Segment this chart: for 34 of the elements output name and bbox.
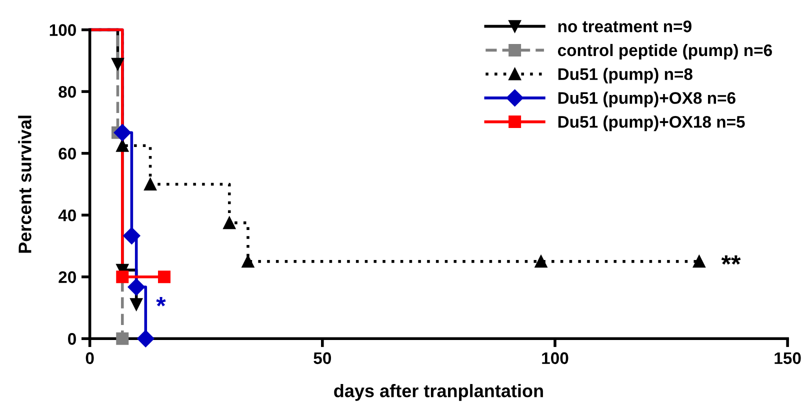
- point: [114, 124, 131, 142]
- x-tick-label: 100: [542, 352, 568, 364]
- annotation: **: [721, 255, 741, 265]
- point: [116, 332, 129, 345]
- x-tick-label: 150: [774, 352, 801, 364]
- point: [116, 270, 129, 284]
- y-tick-label: 60: [58, 148, 76, 160]
- x-axis-title: days after tranplantation: [334, 384, 543, 401]
- x-tick-label: 50: [314, 352, 331, 364]
- point: [111, 58, 124, 70]
- legend-label: Du51 (pump)+OX18 n=5: [558, 116, 745, 132]
- legend-label: control peptide (pump) n=6: [558, 44, 772, 60]
- point: [144, 178, 157, 190]
- y-axis-title: Percent survival: [18, 116, 32, 253]
- point: [534, 255, 548, 268]
- y-tick-label: 100: [50, 24, 76, 36]
- y-tick-label: 80: [58, 86, 76, 98]
- y-tick-label: 20: [58, 271, 76, 284]
- x-tick-label: 0: [86, 352, 94, 364]
- legend-label: Du51 (pump) n=8: [558, 68, 692, 84]
- point: [123, 227, 140, 244]
- y-tick-label: 0: [68, 333, 76, 345]
- legend-label: no treatment n=9: [558, 20, 692, 32]
- point: [692, 255, 706, 268]
- point: [130, 298, 143, 311]
- point: [242, 255, 254, 268]
- annotation: *: [156, 297, 166, 306]
- y-tick-label: 40: [58, 210, 76, 222]
- point: [137, 330, 154, 348]
- legend-label: Du51 (pump)+OX8 n=6: [558, 92, 736, 108]
- point: [128, 278, 145, 296]
- point: [223, 216, 236, 230]
- point: [158, 270, 170, 284]
- point: [116, 139, 129, 152]
